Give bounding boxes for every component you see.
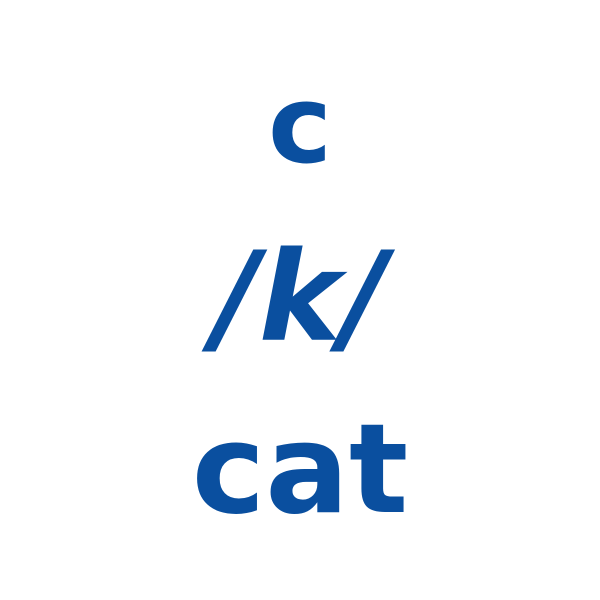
example-word-text: cat <box>191 398 409 542</box>
letter-text: c <box>267 63 333 188</box>
phoneme-text: /k/ <box>213 226 387 370</box>
